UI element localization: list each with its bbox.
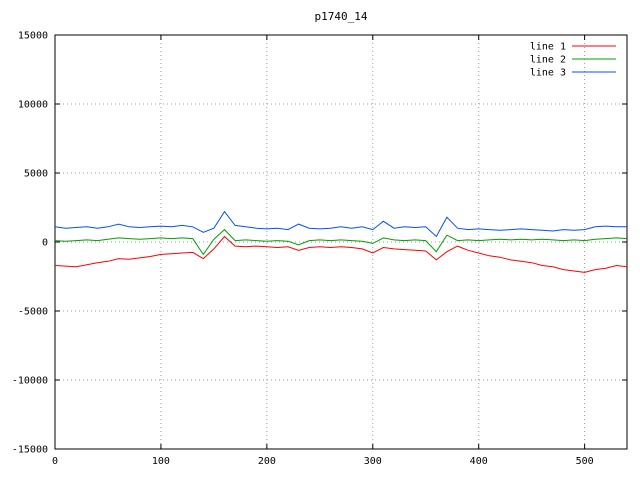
- x-tick-label: 0: [52, 456, 58, 467]
- legend-label-3: line 3: [530, 68, 566, 79]
- x-tick-label: 400: [470, 456, 488, 467]
- y-tick-label: -5000: [18, 307, 48, 318]
- plot-border: [54, 34, 628, 450]
- series-line-3: [54, 210, 627, 238]
- legend-label-1: line 1: [530, 42, 566, 53]
- x-tick-label: 500: [576, 456, 594, 467]
- y-tick-label: 15000: [18, 31, 48, 42]
- series-line-2: [54, 228, 628, 256]
- y-tick-label: -15000: [12, 445, 48, 456]
- y-tick-label: 0: [42, 238, 48, 249]
- y-tick-label: 5000: [24, 169, 48, 180]
- x-tick-label: 200: [258, 456, 276, 467]
- series-line-1: [54, 235, 628, 273]
- x-tick-label: 100: [152, 456, 170, 467]
- chart-title: p1740_14: [314, 10, 368, 23]
- y-tick-label: 10000: [18, 100, 48, 111]
- y-tick-label: -10000: [12, 376, 48, 387]
- legend-label-2: line 2: [530, 55, 566, 66]
- x-tick-label: 300: [364, 456, 382, 467]
